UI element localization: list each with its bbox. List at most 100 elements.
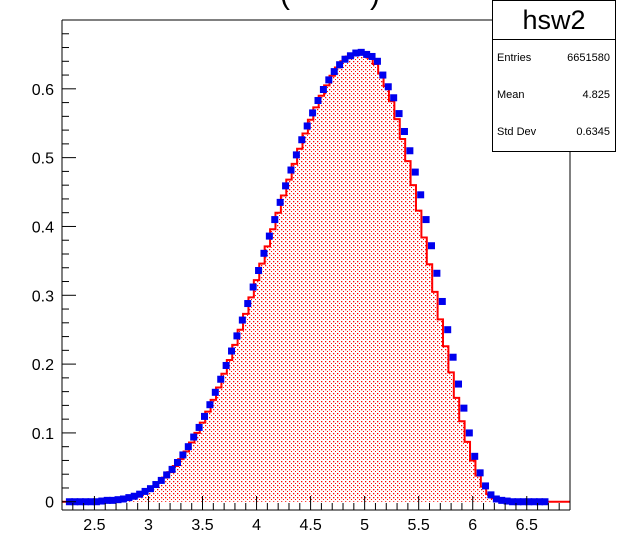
data-point bbox=[314, 97, 322, 105]
data-point bbox=[87, 498, 95, 506]
y-tick-label: 0.2 bbox=[32, 357, 54, 374]
data-point bbox=[379, 71, 387, 79]
data-point bbox=[519, 498, 527, 506]
data-point bbox=[346, 52, 354, 60]
data-point bbox=[498, 496, 506, 504]
data-point bbox=[130, 492, 138, 500]
stats-value: 4.825 bbox=[582, 89, 610, 101]
data-point bbox=[417, 191, 425, 199]
data-point bbox=[152, 481, 160, 489]
chart-title-partial: () bbox=[280, 0, 380, 12]
data-point bbox=[487, 491, 495, 499]
data-point bbox=[184, 443, 192, 451]
x-tick-label: 4 bbox=[252, 517, 261, 534]
data-point bbox=[76, 498, 84, 506]
data-point bbox=[465, 429, 473, 437]
data-point bbox=[406, 147, 414, 155]
data-point bbox=[201, 412, 209, 420]
data-point bbox=[206, 401, 214, 409]
data-point bbox=[363, 50, 371, 58]
data-point bbox=[141, 487, 149, 495]
data-point bbox=[179, 451, 187, 459]
data-point bbox=[173, 459, 181, 467]
data-point bbox=[336, 61, 344, 69]
data-point bbox=[292, 151, 300, 159]
data-point bbox=[373, 57, 381, 65]
data-point bbox=[92, 498, 100, 506]
data-point bbox=[265, 232, 273, 240]
x-tick-label: 4.5 bbox=[299, 517, 321, 534]
data-point bbox=[228, 347, 236, 355]
title-right-paren: ) bbox=[370, 0, 380, 11]
y-tick-label: 0.1 bbox=[32, 426, 54, 443]
data-point bbox=[271, 216, 279, 224]
data-point bbox=[195, 423, 203, 431]
data-point bbox=[509, 498, 517, 506]
data-point bbox=[433, 269, 441, 277]
data-point bbox=[249, 283, 257, 291]
histogram-fill bbox=[64, 53, 546, 502]
data-point bbox=[449, 353, 457, 361]
y-tick-label: 0.3 bbox=[32, 288, 54, 305]
data-point bbox=[330, 68, 338, 76]
data-point bbox=[109, 496, 117, 504]
data-point bbox=[157, 476, 165, 484]
data-point bbox=[217, 375, 225, 383]
data-point bbox=[163, 471, 171, 479]
x-tick-label: 6 bbox=[468, 517, 477, 534]
data-point bbox=[525, 498, 533, 506]
data-point bbox=[222, 361, 230, 369]
data-point bbox=[476, 469, 484, 477]
stats-value: 6651580 bbox=[567, 52, 610, 64]
stats-key: Entries bbox=[497, 52, 532, 64]
data-point bbox=[190, 433, 198, 441]
data-point bbox=[384, 83, 392, 91]
data-point bbox=[309, 109, 317, 117]
data-point bbox=[422, 216, 430, 224]
stats-value: 0.6345 bbox=[576, 126, 610, 138]
y-tick-label: 0 bbox=[45, 495, 54, 512]
data-point bbox=[211, 388, 219, 396]
data-point bbox=[455, 380, 463, 388]
data-point bbox=[352, 49, 360, 57]
data-point bbox=[368, 52, 376, 60]
data-point bbox=[82, 498, 90, 506]
data-point bbox=[541, 498, 549, 506]
data-point bbox=[255, 267, 263, 275]
axes: 2.5 3 3.5 4 4.5 5 5.5 6 6.5 0 0.1 0.2 0.3 0.4 0.5 0.6 bbox=[32, 19, 571, 534]
data-point bbox=[325, 76, 333, 84]
data-point bbox=[438, 297, 446, 305]
data-point bbox=[282, 182, 290, 190]
data-point bbox=[298, 136, 306, 144]
stats-title: hsw2 bbox=[493, 1, 615, 40]
data-point bbox=[460, 404, 468, 412]
data-point bbox=[276, 198, 284, 206]
data-point bbox=[536, 498, 544, 506]
data-point bbox=[103, 496, 111, 504]
data-point bbox=[233, 332, 241, 340]
y-tick-label: 0.4 bbox=[32, 219, 54, 236]
data-point bbox=[146, 485, 154, 493]
data-point bbox=[303, 122, 311, 130]
stats-box: hsw2 Entries 6651580 Mean 4.825 Std Dev … bbox=[492, 0, 616, 152]
data-point bbox=[471, 452, 479, 460]
y-tick-label: 0.5 bbox=[32, 151, 54, 168]
data-point bbox=[114, 496, 122, 504]
data-point bbox=[482, 482, 490, 490]
stats-row-entries: Entries 6651580 bbox=[493, 40, 615, 77]
data-point bbox=[444, 326, 452, 334]
x-tick-label: 6.5 bbox=[516, 517, 538, 534]
data-point bbox=[287, 166, 295, 174]
data-point bbox=[260, 249, 268, 257]
data-point bbox=[395, 110, 403, 118]
x-tick-label: 2.5 bbox=[83, 517, 105, 534]
data-point bbox=[503, 497, 511, 505]
y-tick-label: 0.6 bbox=[32, 82, 54, 99]
data-point bbox=[341, 55, 349, 63]
data-point bbox=[244, 300, 252, 308]
x-tick-label: 3.5 bbox=[191, 517, 213, 534]
stats-key: Std Dev bbox=[497, 126, 537, 138]
data-point bbox=[119, 495, 127, 503]
marker-layer bbox=[65, 48, 549, 506]
